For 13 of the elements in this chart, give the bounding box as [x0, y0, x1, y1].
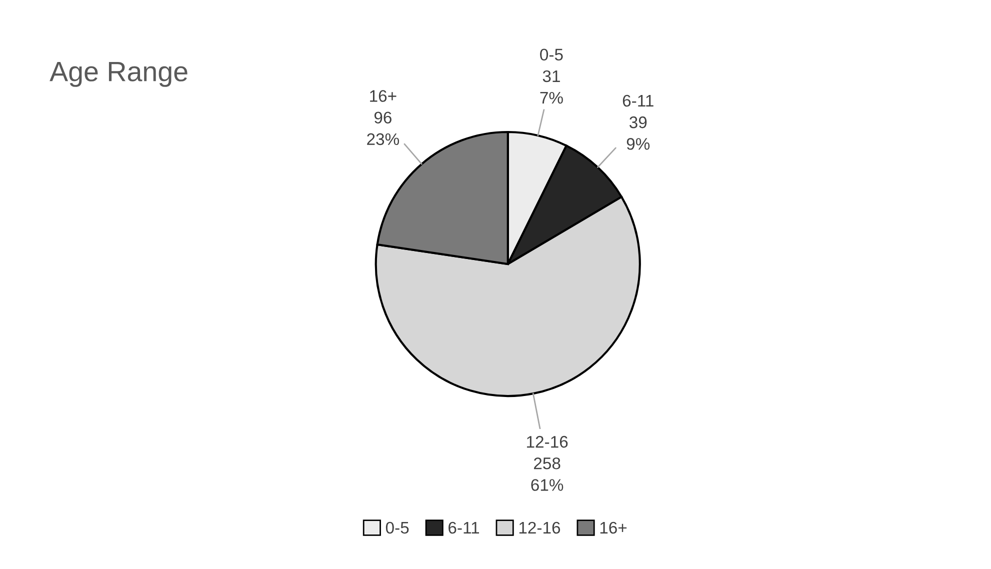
- data-label: 39 9%: [626, 116, 650, 150]
- slice-label: 6-11: [622, 94, 654, 107]
- legend-label: 6-11: [448, 522, 480, 534]
- data-label: 31 7%: [540, 70, 563, 104]
- legend-label: 0-5: [386, 522, 409, 534]
- data-label: 258 61%: [531, 458, 564, 491]
- text: Age Range: [50, 62, 188, 87]
- data-label: 96 23%: [367, 112, 400, 146]
- slice-label: 16+: [370, 90, 396, 102]
- legend-label: 12-16: [519, 522, 560, 534]
- legend-label: 16+: [600, 522, 627, 534]
- slice-label: 0-5: [540, 48, 563, 61]
- slice-label: 12-16: [527, 436, 568, 448]
